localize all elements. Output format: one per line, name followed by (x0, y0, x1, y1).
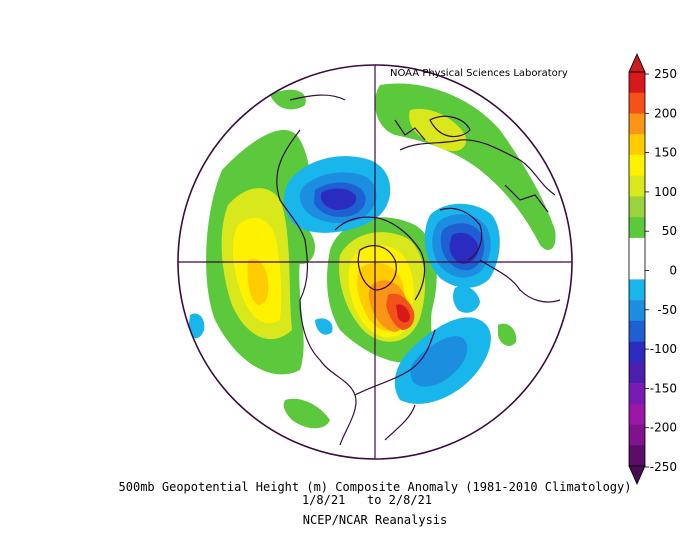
caption-title: 500mb Geopotential Height (m) Composite … (118, 480, 632, 494)
colorbar-bin (629, 341, 645, 363)
colorbar-bin (629, 92, 645, 114)
colorbar-label: 200 (654, 106, 677, 120)
colorbar-bin (629, 383, 645, 405)
credit-text: NOAA Physical Sciences Laboratory (390, 68, 568, 79)
colorbar-label: -150 (650, 381, 677, 395)
colorbar-bin (629, 403, 645, 425)
colorbar-label: -250 (650, 460, 677, 474)
colorbar-bottom-arrow (628, 465, 646, 485)
colorbar-bin (629, 196, 645, 218)
colorbar-bin (629, 258, 645, 280)
colorbar-bin (629, 320, 645, 342)
caption-source: NCEP/NCAR Reanalysis (302, 513, 448, 527)
coastlines (229, 94, 561, 446)
colorbar-bin (629, 72, 645, 94)
colorbar: 250 200 150 100 50 0 -50 -100 -150 -200 -250 (628, 53, 677, 485)
colorbar-label: -100 (650, 342, 677, 356)
map-boundary-circle (177, 64, 573, 460)
colorbar-label: 100 (654, 185, 677, 199)
colorbar-bin (629, 134, 645, 156)
colorbar-bin (629, 237, 645, 259)
colorbar-bin (629, 113, 645, 135)
colorbar-label: -200 (650, 421, 677, 435)
colorbar-bin (629, 154, 645, 176)
colorbar-label: 150 (654, 146, 677, 160)
colorbar-bin (629, 362, 645, 384)
colorbar-bin (629, 279, 645, 301)
colorbar-label: 250 (654, 67, 677, 81)
colorbar-bin (629, 300, 645, 322)
colorbar-top-arrow (628, 53, 646, 73)
colorbar-bin (629, 175, 645, 197)
colorbar-bin (629, 424, 645, 446)
colorbar-label: 0 (669, 264, 677, 278)
colorbar-bin (629, 445, 645, 467)
caption-dates: 1/8/21 to 2/8/21 (301, 493, 433, 507)
colorbar-bin (629, 217, 645, 239)
colorbar-label: 50 (662, 224, 677, 238)
colorbar-label: -50 (657, 303, 677, 317)
